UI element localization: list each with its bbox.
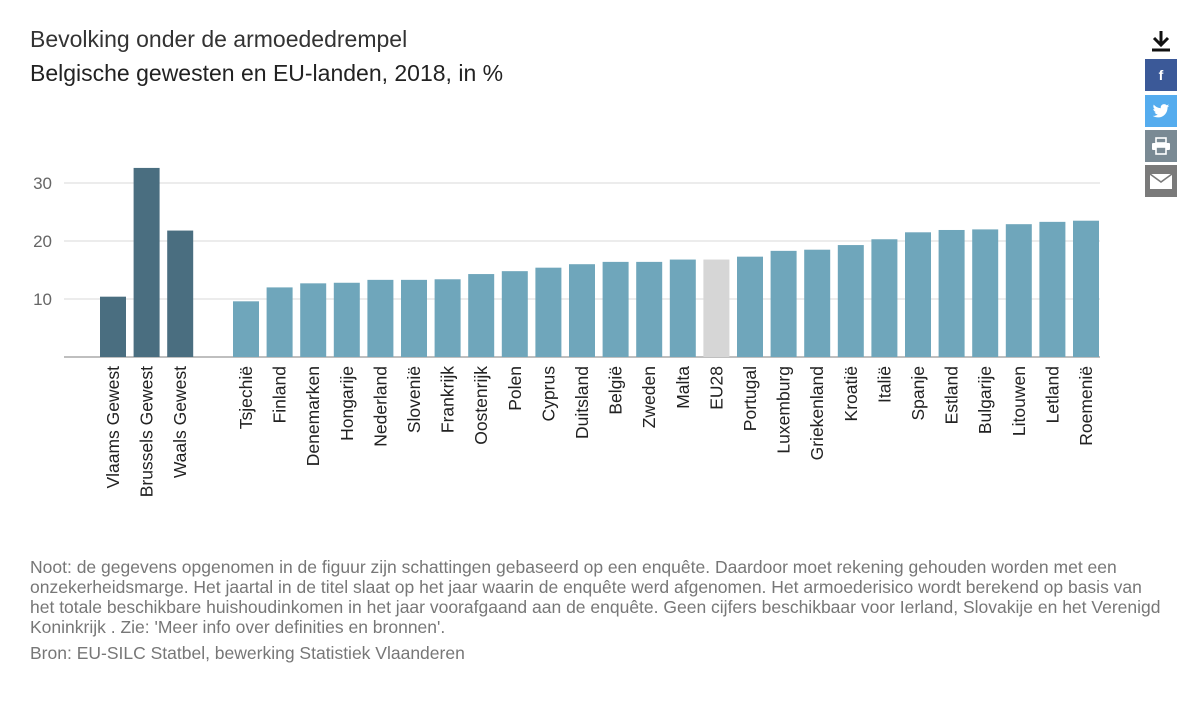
x-tick-label: Duitsland bbox=[572, 366, 592, 439]
bar-nederland[interactable] bbox=[367, 279, 394, 357]
mail-share-button[interactable] bbox=[1145, 165, 1177, 197]
x-tick-label: Italië bbox=[874, 366, 894, 403]
bar-italie[interactable] bbox=[871, 239, 898, 357]
bar-belgie[interactable] bbox=[602, 261, 629, 357]
x-tick-label: Luxemburg bbox=[774, 366, 794, 454]
bar-bulgarije[interactable] bbox=[972, 229, 999, 357]
bar-cyprus[interactable] bbox=[535, 267, 562, 357]
chart-title: Bevolking onder de armoededrempel bbox=[30, 26, 408, 52]
x-tick-label: Hongarije bbox=[337, 366, 357, 441]
bar-brussels-gewest[interactable] bbox=[133, 167, 160, 357]
x-tick-label: Brussels Gewest bbox=[137, 366, 157, 497]
twitter-share-button[interactable] bbox=[1145, 95, 1177, 127]
envelope-icon bbox=[1149, 172, 1173, 189]
bar-slovenie[interactable] bbox=[401, 279, 427, 357]
bar-zweden[interactable] bbox=[636, 261, 663, 357]
bar-polen[interactable] bbox=[501, 271, 528, 357]
x-tick-label: België bbox=[606, 366, 626, 415]
y-tick-label: 10 bbox=[33, 290, 52, 309]
x-tick-label: Slovenië bbox=[404, 366, 424, 433]
x-tick-label: Polen bbox=[505, 366, 525, 411]
x-tick-label: Kroatië bbox=[841, 366, 861, 421]
bar-duitsland[interactable] bbox=[569, 264, 595, 357]
x-tick-label: Bulgarije bbox=[975, 366, 995, 434]
twitter-bird-icon bbox=[1152, 103, 1170, 117]
source-note: Bron: EU-SILC Statbel, bewerking Statist… bbox=[30, 643, 465, 663]
x-tick-label: Letland bbox=[1042, 366, 1062, 423]
x-tick-label: Oostenrijk bbox=[471, 366, 491, 445]
bar-vlaams-gewest[interactable] bbox=[100, 296, 126, 357]
bar-eu28[interactable] bbox=[703, 259, 730, 357]
x-tick-label: Cyprus bbox=[538, 366, 558, 422]
x-tick-label: Portugal bbox=[740, 366, 760, 431]
bar-finland[interactable] bbox=[266, 287, 293, 357]
bar-tsjechie[interactable] bbox=[233, 301, 259, 357]
x-tick-label: Zweden bbox=[639, 366, 659, 428]
bar-griekenland[interactable] bbox=[804, 249, 831, 357]
bar-malta[interactable] bbox=[669, 259, 696, 357]
x-tick-label: Spanje bbox=[908, 366, 928, 421]
bar-frankrijk[interactable] bbox=[434, 279, 461, 357]
x-tick-label: Roemenië bbox=[1076, 366, 1096, 446]
x-tick-label: Nederland bbox=[370, 366, 390, 447]
bar-kroatie[interactable] bbox=[837, 245, 864, 357]
y-tick-label: 30 bbox=[33, 174, 52, 193]
bar-denemarken[interactable] bbox=[300, 283, 327, 357]
y-tick-label: 20 bbox=[33, 232, 52, 251]
download-arrow-icon bbox=[1152, 31, 1170, 52]
x-tick-label: Vlaams Gewest bbox=[103, 366, 123, 489]
x-tick-label: Waals Gewest bbox=[170, 366, 190, 478]
facebook-icon: f bbox=[1158, 67, 1164, 83]
x-tick-label: Malta bbox=[673, 366, 693, 409]
x-tick-label: Tsjechië bbox=[236, 366, 256, 429]
bar-portugal[interactable] bbox=[737, 256, 763, 357]
bar-letland[interactable] bbox=[1039, 221, 1066, 357]
bar-waals-gewest[interactable] bbox=[167, 230, 194, 357]
chart-subtitle: Belgische gewesten en EU-landen, 2018, i… bbox=[30, 60, 504, 86]
x-tick-label: Finland bbox=[270, 366, 290, 423]
footnote: Noot: de gegevens opgenomen in de figuur… bbox=[30, 557, 1161, 637]
x-tick-label: Frankrijk bbox=[438, 366, 458, 433]
facebook-share-button[interactable]: f bbox=[1145, 59, 1177, 91]
x-tick-label: EU28 bbox=[706, 366, 726, 410]
download-button[interactable] bbox=[1145, 26, 1177, 56]
bar-estland[interactable] bbox=[938, 229, 965, 357]
x-tick-label: Estland bbox=[942, 366, 962, 424]
x-tick-label: Litouwen bbox=[1009, 366, 1029, 436]
bar-litouwen[interactable] bbox=[1005, 224, 1032, 357]
bar-chart: 10 20 30 Vlaams Gewest Brussels Gewest Waals … bbox=[33, 167, 1100, 497]
x-tick-label: Denemarken bbox=[303, 366, 323, 466]
print-button[interactable] bbox=[1145, 130, 1177, 162]
bar-luxemburg[interactable] bbox=[770, 250, 797, 357]
bar-oostenrijk[interactable] bbox=[468, 274, 495, 357]
x-tick-label: Griekenland bbox=[807, 366, 827, 460]
printer-icon bbox=[1152, 137, 1170, 155]
bar-hongarije[interactable] bbox=[333, 282, 360, 357]
bar-spanje[interactable] bbox=[905, 232, 931, 357]
bar-roemenie[interactable] bbox=[1073, 220, 1099, 357]
